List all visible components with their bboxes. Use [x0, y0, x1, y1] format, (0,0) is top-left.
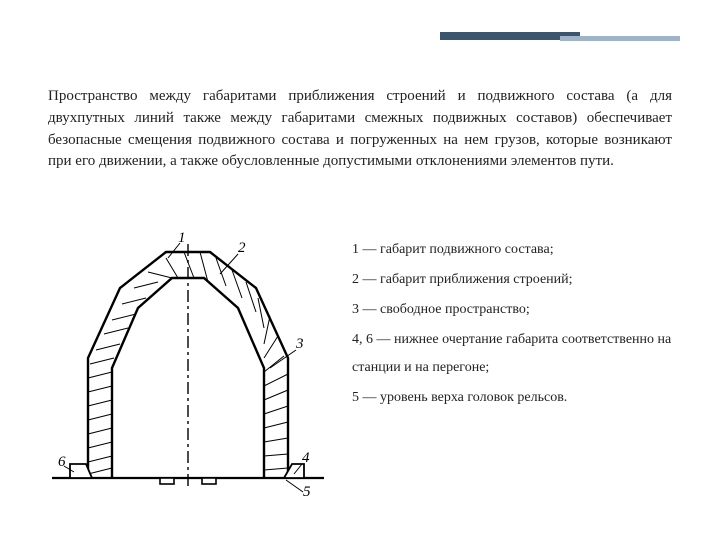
legend-item-5: 5 — уровень верха головок рельсов. [352, 384, 672, 412]
rail-foot-left [160, 478, 174, 484]
svg-text:2: 2 [238, 240, 246, 256]
legend-item-1: 1 — габарит подвижного состава; [352, 236, 672, 264]
svg-text:5: 5 [303, 484, 311, 500]
main-paragraph: Пространство между габаритами приближени… [48, 86, 672, 173]
legend-item-3: 3 — свободное пространство; [352, 296, 672, 324]
leader-lines [64, 243, 303, 492]
gauge-svg: 1 2 3 4 5 6 [48, 228, 328, 518]
legend-item-4: 4, 6 — нижнее очертание габарита соответ… [352, 326, 672, 382]
svg-text:3: 3 [295, 336, 304, 352]
svg-text:4: 4 [302, 450, 310, 466]
header-accent [440, 32, 680, 42]
legend-item-2: 2 — габарит приближения строений; [352, 266, 672, 294]
accent-bar-dark [440, 32, 580, 40]
rail-foot-right [202, 478, 216, 484]
gauge-diagram: 1 2 3 4 5 6 [48, 228, 328, 518]
content-row: 1 2 3 4 5 6 1 — габарит подвижного состава; 2… [48, 228, 672, 518]
leader-3 [270, 350, 296, 368]
page-root: Пространство между габаритами приближени… [0, 0, 720, 540]
legend: 1 — габарит подвижного состава; 2 — габа… [352, 228, 672, 518]
accent-bar-light [560, 36, 680, 41]
svg-text:1: 1 [178, 230, 186, 246]
svg-text:6: 6 [58, 454, 66, 470]
leader-5 [286, 480, 303, 492]
